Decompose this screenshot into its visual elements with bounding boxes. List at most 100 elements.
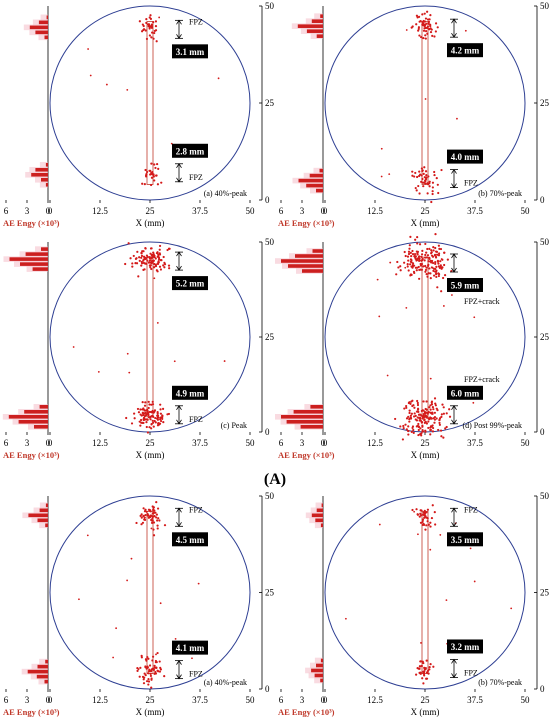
- ae-point: [427, 523, 430, 526]
- ae-point: [124, 262, 127, 266]
- ae-top-bar: [321, 503, 323, 508]
- ae-point: [149, 670, 153, 673]
- ae-bottom-bar: [45, 162, 48, 167]
- ae-point: [156, 162, 159, 166]
- ae-bottom-bar: [35, 167, 48, 172]
- ae-point: [127, 242, 130, 245]
- fpz-bottom-arrow-head: [451, 405, 457, 411]
- ae-point: [408, 244, 411, 247]
- ae-point: [429, 521, 432, 524]
- x-tick-label: 12.5: [367, 206, 383, 216]
- ae-point: [145, 18, 148, 21]
- ae-bottom-bar-halo: [39, 181, 48, 188]
- ae-point: [424, 407, 427, 411]
- ae-point: [144, 513, 147, 517]
- ae-bottom-bar: [314, 673, 323, 678]
- ae-point: [158, 422, 162, 425]
- ae-point: [435, 250, 439, 253]
- ae-point: [156, 507, 160, 510]
- ae-point: [429, 411, 432, 414]
- ae-point: [443, 251, 446, 254]
- ae-point: [143, 510, 147, 513]
- ae-point: [411, 426, 414, 430]
- ae-point: [143, 676, 146, 679]
- ae-point: [419, 173, 422, 176]
- ae-point: [414, 171, 417, 175]
- ae-point: [432, 267, 436, 270]
- fpz-bottom-zone-label: FPZ+crack: [464, 375, 500, 384]
- ae-point: [158, 244, 162, 248]
- ae-point: [152, 506, 155, 509]
- ae-point: [426, 32, 429, 35]
- fpz-top-size-box: [447, 278, 483, 292]
- ae-point: [136, 669, 139, 672]
- ae-point: [433, 35, 436, 38]
- ae-point: [154, 265, 157, 268]
- ae-point: [416, 252, 419, 255]
- ae-point: [154, 20, 158, 23]
- ae-point: [430, 400, 434, 403]
- ae-bottom-bar: [31, 172, 48, 177]
- ae-point: [425, 524, 428, 527]
- ae-point: [425, 266, 428, 269]
- ae-point: [431, 261, 435, 265]
- ae-point: [142, 678, 145, 681]
- ae-point: [436, 26, 439, 29]
- ae-bottom-bar: [293, 410, 323, 414]
- ae-point: [140, 516, 143, 519]
- ae-point: [151, 667, 154, 671]
- ae-point: [418, 277, 421, 280]
- ae-point: [97, 371, 100, 373]
- x-axis-label: X (mm): [411, 707, 440, 717]
- ae-point: [394, 417, 397, 421]
- ae-point: [143, 415, 147, 418]
- ae-point: [152, 521, 156, 524]
- ae-point: [156, 414, 160, 417]
- ae-point: [421, 518, 425, 521]
- fpz-bottom-arrow-head: [451, 183, 457, 189]
- ae-point: [409, 414, 412, 417]
- ae-point: [148, 259, 152, 262]
- ae-top-bar: [28, 513, 48, 518]
- specimen-circle: [324, 241, 526, 433]
- ae-point: [153, 509, 156, 512]
- ae-point: [431, 406, 435, 409]
- ae-point: [430, 417, 433, 420]
- ae-point: [162, 255, 165, 259]
- ae-point: [405, 417, 409, 420]
- ae-point: [145, 37, 149, 41]
- ae-point: [142, 682, 146, 685]
- ae-point: [430, 28, 433, 31]
- ae-point: [451, 294, 453, 296]
- x-tick-label: 25: [146, 206, 156, 216]
- ae-point: [140, 414, 143, 417]
- ae-bottom-bar: [45, 182, 48, 187]
- ae-point: [163, 266, 166, 269]
- ae-point: [448, 415, 452, 418]
- ae-point: [419, 512, 422, 515]
- ae-point: [151, 519, 154, 522]
- fpz-bottom-size-box: [447, 639, 483, 654]
- y-tick-label: 50: [265, 1, 275, 11]
- ae-point: [432, 665, 435, 668]
- ae-point: [420, 262, 424, 266]
- ae-point: [153, 163, 156, 166]
- ae-point: [412, 431, 415, 434]
- ae-point: [429, 272, 432, 275]
- ae-top-bar-halo: [315, 502, 323, 509]
- fpz-bottom-size-label: 4.9 mm: [176, 388, 205, 398]
- fpz-bottom-size-box: [172, 385, 208, 400]
- ae-point: [435, 275, 438, 279]
- fpz-bottom-size-label: 2.8 mm: [176, 146, 205, 156]
- ae-point: [135, 521, 138, 525]
- y-tick-label: 0: [265, 195, 270, 205]
- ae-point: [145, 659, 148, 662]
- ae-point: [433, 411, 437, 414]
- ae-point: [152, 425, 155, 428]
- fpz-bottom-arrow-head: [176, 163, 182, 168]
- ae-bottom-bar: [310, 405, 323, 409]
- ae-point: [138, 20, 141, 23]
- ae-point: [409, 251, 412, 254]
- x-tick-label: 25: [421, 206, 431, 216]
- x-tick-label: 50: [246, 206, 256, 216]
